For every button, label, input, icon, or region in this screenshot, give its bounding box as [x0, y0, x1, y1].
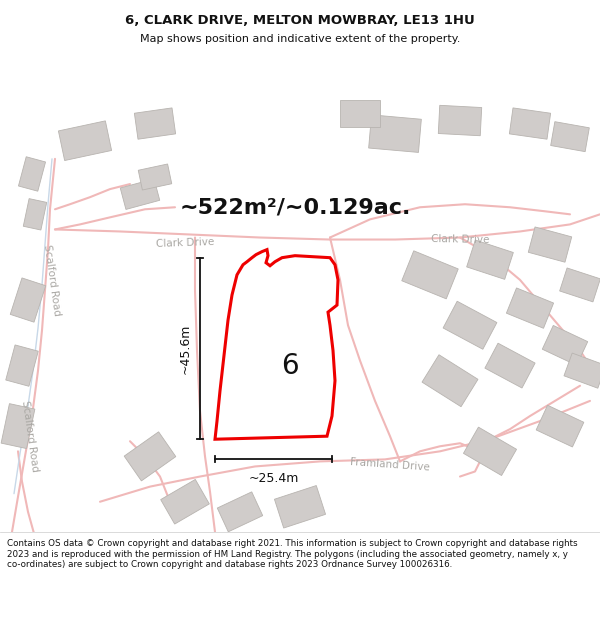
- Polygon shape: [528, 227, 572, 262]
- Polygon shape: [340, 100, 380, 127]
- Polygon shape: [217, 492, 263, 532]
- Polygon shape: [10, 278, 46, 322]
- Text: 6, CLARK DRIVE, MELTON MOWBRAY, LE13 1HU: 6, CLARK DRIVE, MELTON MOWBRAY, LE13 1HU: [125, 14, 475, 28]
- Text: Map shows position and indicative extent of the property.: Map shows position and indicative extent…: [140, 34, 460, 44]
- Text: Scalford Road: Scalford Road: [20, 400, 40, 472]
- Polygon shape: [463, 427, 517, 476]
- Text: Clark Drive: Clark Drive: [155, 236, 214, 249]
- Polygon shape: [485, 343, 535, 388]
- Text: Scalford Road: Scalford Road: [42, 244, 62, 316]
- Polygon shape: [215, 249, 338, 439]
- Polygon shape: [551, 122, 589, 152]
- Text: ~45.6m: ~45.6m: [179, 323, 192, 374]
- Polygon shape: [536, 405, 584, 447]
- Polygon shape: [233, 398, 277, 434]
- Text: Clark Drive: Clark Drive: [431, 234, 489, 245]
- Polygon shape: [368, 115, 421, 152]
- Polygon shape: [19, 157, 46, 191]
- Polygon shape: [124, 432, 176, 481]
- Polygon shape: [265, 352, 316, 389]
- Polygon shape: [134, 108, 176, 139]
- Polygon shape: [138, 164, 172, 190]
- Polygon shape: [58, 121, 112, 161]
- Polygon shape: [443, 301, 497, 349]
- Text: Framland Drive: Framland Drive: [350, 457, 430, 472]
- Polygon shape: [564, 353, 600, 388]
- Polygon shape: [560, 268, 600, 302]
- Polygon shape: [422, 355, 478, 407]
- Polygon shape: [402, 251, 458, 299]
- Polygon shape: [274, 486, 326, 528]
- Text: ~522m²/~0.129ac.: ~522m²/~0.129ac.: [179, 198, 410, 217]
- Polygon shape: [467, 240, 514, 279]
- Text: 6: 6: [281, 352, 299, 379]
- Polygon shape: [161, 479, 209, 524]
- Polygon shape: [506, 288, 554, 328]
- Polygon shape: [23, 199, 47, 230]
- Text: ~25.4m: ~25.4m: [248, 472, 299, 486]
- Polygon shape: [542, 326, 588, 366]
- Polygon shape: [509, 108, 551, 139]
- Polygon shape: [230, 312, 280, 348]
- Text: Contains OS data © Crown copyright and database right 2021. This information is : Contains OS data © Crown copyright and d…: [7, 539, 578, 569]
- Polygon shape: [438, 106, 482, 136]
- Polygon shape: [1, 404, 35, 449]
- Polygon shape: [6, 345, 38, 386]
- Polygon shape: [120, 179, 160, 209]
